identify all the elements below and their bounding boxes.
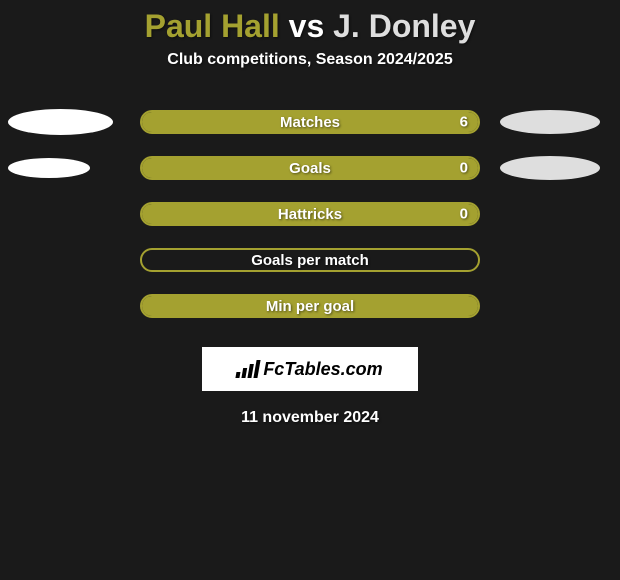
stat-value: 6	[460, 114, 468, 131]
stat-bar: Min per goal	[140, 294, 480, 318]
logo: FcTables.com	[237, 359, 382, 380]
title-vs: vs	[289, 8, 325, 44]
stat-bar: Matches 6	[140, 110, 480, 134]
logo-text: FcTables.com	[263, 359, 382, 380]
stat-bar: Hattricks 0	[140, 202, 480, 226]
stat-value: 0	[460, 206, 468, 223]
stat-label: Matches	[280, 114, 340, 131]
subtitle: Club competitions, Season 2024/2025	[0, 51, 620, 69]
stat-row: Min per goal	[0, 283, 620, 329]
title-player1: Paul Hall	[145, 8, 280, 44]
ellipse-right	[500, 110, 600, 134]
stat-row: Hattricks 0	[0, 191, 620, 237]
ellipse-left	[8, 109, 113, 135]
stat-label: Min per goal	[266, 298, 354, 315]
page-title: Paul Hall vs J. Donley	[0, 0, 620, 45]
stat-row: Matches 6	[0, 99, 620, 145]
stat-label: Goals per match	[251, 252, 369, 269]
date-text: 11 november 2024	[0, 409, 620, 427]
stat-bar: Goals per match	[140, 248, 480, 272]
stat-label: Hattricks	[278, 206, 342, 223]
ellipse-right	[500, 156, 600, 180]
ellipse-left	[8, 158, 90, 178]
stat-row: Goals 0	[0, 145, 620, 191]
stat-value: 0	[460, 160, 468, 177]
stats-bars-area: Matches 6 Goals 0 Hattricks 0 Goals per match M…	[0, 99, 620, 329]
logo-box: FcTables.com	[202, 347, 418, 391]
barchart-icon	[236, 360, 261, 378]
title-player2: J. Donley	[333, 8, 475, 44]
stat-label: Goals	[289, 160, 331, 177]
stat-bar: Goals 0	[140, 156, 480, 180]
stat-row: Goals per match	[0, 237, 620, 283]
